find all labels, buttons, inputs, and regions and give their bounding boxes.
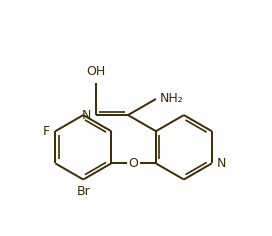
Text: N: N — [217, 157, 226, 170]
Text: O: O — [129, 157, 138, 170]
Text: N: N — [82, 109, 91, 122]
Text: OH: OH — [86, 65, 106, 78]
Text: Br: Br — [76, 185, 90, 198]
Text: F: F — [42, 125, 50, 138]
Text: NH₂: NH₂ — [160, 93, 184, 105]
